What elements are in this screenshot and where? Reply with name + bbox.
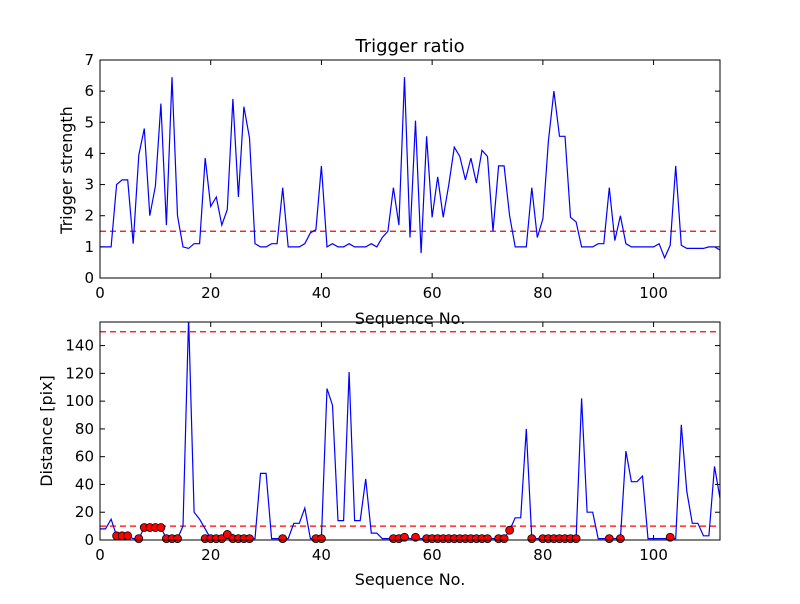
chart-title: Trigger ratio (354, 36, 464, 57)
x-tick-label: 100 (639, 284, 668, 302)
y-tick-label: 4 (84, 144, 94, 162)
y-tick-label: 5 (84, 113, 94, 131)
y-tick-label: 3 (84, 176, 94, 194)
y-tick-label: 120 (65, 364, 94, 382)
data-point-marker (173, 534, 182, 544)
plot-content (100, 77, 720, 260)
data-point-marker (245, 534, 254, 544)
x-tick-label: 40 (312, 284, 331, 302)
y-tick-label: 7 (84, 51, 94, 69)
data-point-marker (123, 531, 133, 541)
x-axis-label: Sequence No. (355, 309, 466, 328)
y-tick-label: 20 (75, 503, 94, 521)
data-point-marker (527, 534, 537, 544)
data-point-marker (499, 534, 509, 544)
x-tick-label: 20 (201, 546, 220, 564)
axes-frame (99, 59, 721, 279)
x-tick-label: 80 (533, 284, 552, 302)
x-tick-label: 0 (95, 546, 105, 564)
x-tick-label: 80 (533, 546, 552, 564)
y-tick-label: 60 (75, 448, 94, 466)
y-tick-label: 0 (84, 531, 94, 549)
axis-ticks: 0 20 40 60 80 100 0 1 2 3 4 5 6 7 (84, 51, 720, 302)
x-axis-label: Sequence No. (355, 570, 466, 589)
data-point-marker (400, 532, 409, 542)
data-point-marker (571, 534, 581, 544)
axis-ticks: 0 20 40 60 80 100 0 20 40 60 80 100 120 140 (65, 322, 720, 564)
x-tick-label: 60 (423, 546, 442, 564)
y-tick-label: 140 (65, 337, 94, 355)
trigger-ratio-subplot: Trigger ratio Trigger strength Sequence … (57, 36, 721, 328)
x-tick-label: 60 (423, 284, 442, 302)
data-point-marker (278, 534, 288, 544)
data-point-marker (411, 532, 420, 542)
data-point-marker (615, 534, 625, 544)
data-point-marker (317, 534, 326, 544)
plot-area (100, 77, 720, 260)
data-point-marker (604, 534, 614, 544)
x-tick-label: 20 (201, 284, 220, 302)
x-tick-label: 40 (312, 546, 331, 564)
y-tick-label: 0 (84, 269, 94, 287)
series-line (100, 77, 720, 260)
y-tick-label: 1 (84, 238, 94, 256)
data-point-marker (483, 534, 492, 544)
data-point-marker (156, 523, 166, 532)
y-tick-label: 80 (75, 420, 94, 438)
y-tick-label: 2 (84, 207, 94, 225)
plot-area (100, 322, 720, 544)
data-point-marker (665, 532, 675, 542)
data-point-marker (134, 534, 144, 544)
y-axis-label: Distance [pix] (37, 375, 56, 487)
distance-subplot: Distance [pix] Sequence No. 0 20 40 60 80 100… (37, 321, 721, 589)
data-point-marker (505, 525, 515, 535)
axes-frame (99, 321, 721, 541)
x-tick-label: 100 (639, 546, 668, 564)
y-tick-label: 100 (65, 392, 94, 410)
y-tick-label: 6 (84, 82, 94, 100)
y-tick-label: 40 (75, 475, 94, 493)
y-axis-label: Trigger strength (57, 106, 76, 235)
x-tick-label: 0 (95, 284, 105, 302)
